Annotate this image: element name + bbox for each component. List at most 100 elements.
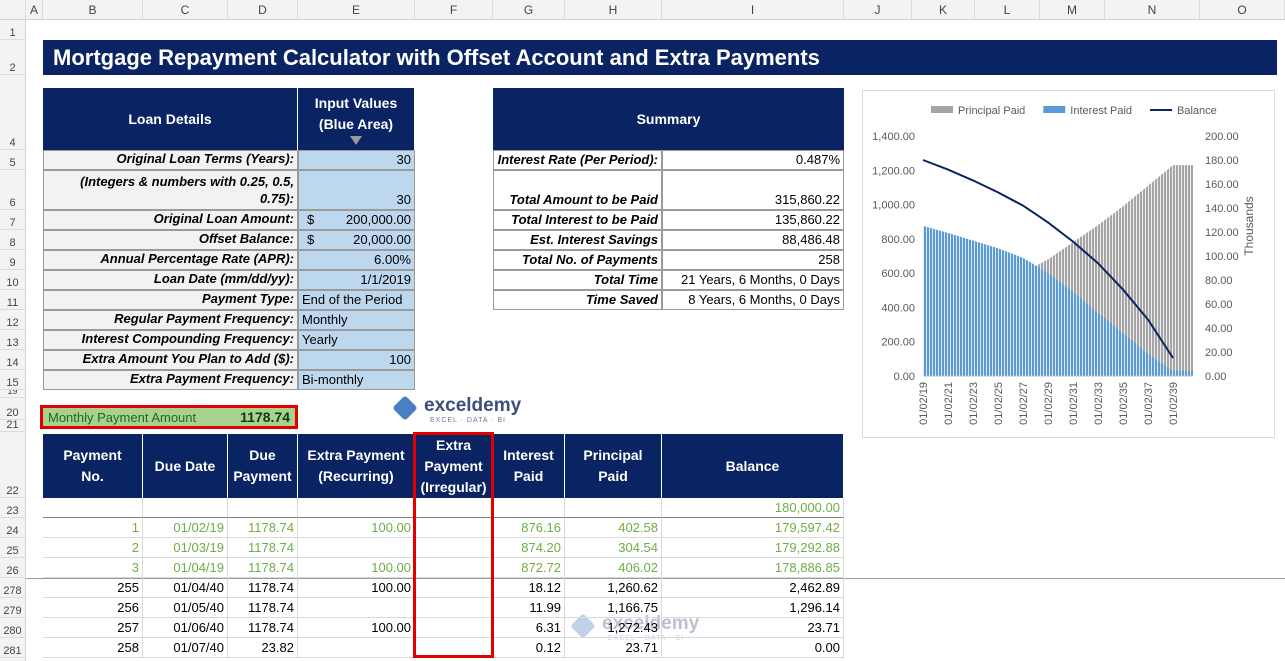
payment-cell: [228, 498, 298, 518]
payment-cell: 1,166.75: [565, 598, 662, 618]
row-header: 1: [0, 20, 26, 40]
column-header: E: [298, 0, 415, 20]
payment-header-line: Payment: [63, 447, 122, 463]
row-header: 10: [0, 270, 26, 290]
payment-header-line: Balance: [725, 457, 780, 474]
column-header: C: [143, 0, 228, 20]
row-header: 5: [0, 150, 26, 170]
summary-label: Time Saved: [493, 290, 662, 310]
payment-cell: 0.12: [493, 638, 565, 658]
loan-label: Regular Payment Frequency:: [43, 310, 298, 330]
y2-tick-label: 40.00: [1205, 323, 1233, 335]
payment-header: Extra Payment (Irregular): [415, 434, 493, 498]
payment-header-line: Due: [249, 447, 276, 463]
y2-tick-label: 140.00: [1205, 203, 1239, 215]
column-header: N: [1105, 0, 1200, 20]
payment-header-line: (Irregular): [420, 478, 487, 495]
y2-axis-title: Thousands: [1242, 196, 1256, 255]
column-header: M: [1040, 0, 1105, 20]
logo: exceldemy EXCEL · DATA · BI: [570, 613, 722, 644]
payment-cell: 406.02: [565, 558, 662, 578]
payment-cell: 876.16: [493, 518, 565, 538]
summary-label: Total Time: [493, 270, 662, 290]
row-header: 15: [0, 370, 26, 390]
legend-label: Interest Paid: [1070, 105, 1132, 117]
payment-header: Payment No.: [43, 434, 143, 498]
row-header: 20: [0, 398, 26, 420]
payment-cell: 1178.74: [228, 518, 298, 538]
x-tick-label: 01/02/33: [1093, 382, 1105, 425]
loan-label: Extra Amount You Plan to Add ($):: [43, 350, 298, 370]
x-tick-label: 01/02/27: [1018, 382, 1030, 425]
payment-cell: 1,260.62: [565, 578, 662, 598]
summary-value: 8 Years, 6 Months, 0 Days: [662, 290, 844, 310]
payment-cell: 11.99: [493, 598, 565, 618]
payment-header-line: No.: [81, 468, 104, 484]
row-header: 23: [0, 498, 26, 518]
summary-label: Total Amount to be Paid: [493, 170, 662, 210]
summary-value: 258: [662, 250, 844, 270]
row-header: 6: [0, 170, 26, 210]
payment-cell: 257: [43, 618, 143, 638]
payment-cell: 258: [43, 638, 143, 658]
payment-header-line: Payment: [233, 468, 292, 484]
payment-cell: [43, 498, 143, 518]
y-tick-label: 1,000.00: [872, 200, 915, 212]
loan-value-text: Bi-monthly: [302, 372, 364, 387]
row-header: 22: [0, 432, 26, 498]
loan-label: Original Loan Amount:: [43, 210, 298, 230]
payment-cell: 402.58: [565, 518, 662, 538]
logo: exceldemy EXCEL · DATA · BI: [392, 395, 544, 426]
x-tick-label: 01/02/29: [1043, 382, 1055, 425]
payment-cell: 178,886.85: [662, 558, 844, 578]
column-header: D: [228, 0, 298, 20]
loan-value: 1/1/2019: [298, 270, 415, 290]
input-header-line: (Blue Area): [318, 116, 394, 132]
payment-cell: [298, 538, 415, 558]
logo-tagline: EXCEL · DATA · BI: [430, 417, 506, 424]
payment-header: Principal Paid: [565, 434, 662, 498]
column-header: A: [26, 0, 43, 20]
loan-value-text: 30: [396, 192, 411, 207]
y-tick-label: 600.00: [881, 268, 915, 280]
x-tick-label: 01/02/37: [1143, 382, 1155, 425]
legend-swatch: [1043, 106, 1066, 113]
chart-svg: 0.00 200.00 400.00 600.00 800.00 1,000.00 1,20…: [872, 105, 1256, 425]
payment-cell: 2: [43, 538, 143, 558]
row-header: 7: [0, 210, 26, 230]
loan-value: Yearly: [298, 330, 415, 350]
payment-header-line: Extra Payment: [307, 447, 405, 463]
loan-value-text: Monthly: [302, 312, 348, 327]
loan-label: Interest Compounding Frequency:: [43, 330, 298, 350]
x-tick-label: 01/02/35: [1118, 382, 1130, 425]
highlight-box: [413, 432, 494, 658]
loan-label: Offset Balance:: [43, 230, 298, 250]
logo-name: exceldemy: [424, 395, 522, 416]
column-header: L: [975, 0, 1040, 20]
y-tick-label: 200.00: [881, 337, 915, 349]
summary-header: Summary: [493, 88, 844, 150]
loan-value: 100: [298, 350, 415, 370]
y2-tick-label: 120.00: [1205, 227, 1239, 239]
x-tick-label: 01/02/39: [1168, 382, 1180, 425]
payment-cell: 01/07/40: [143, 638, 228, 658]
loan-value: Monthly: [298, 310, 415, 330]
row-header: 8: [0, 230, 26, 250]
payment-cell: 1178.74: [228, 558, 298, 578]
payment-cell: 01/04/40: [143, 578, 228, 598]
payment-cell: 872.72: [493, 558, 565, 578]
loan-value-text: 30: [396, 152, 411, 167]
monthly-payment-value: 1178.74: [240, 409, 290, 425]
currency: $: [307, 212, 315, 227]
summary-label: Est. Interest Savings: [493, 230, 662, 250]
loan-label: Loan Date (mm/dd/yy):: [43, 270, 298, 290]
loan-label: Original Loan Terms (Years):: [43, 150, 298, 170]
logo-icon: [392, 395, 418, 421]
payment-header-line: Paid: [598, 468, 628, 484]
payment-cell: 100.00: [298, 578, 415, 598]
payment-header-line: Extra: [435, 436, 472, 453]
loan-label: Extra Payment Frequency:: [43, 370, 298, 390]
payment-cell: 874.20: [493, 538, 565, 558]
logo-name: exceldemy: [602, 613, 700, 634]
